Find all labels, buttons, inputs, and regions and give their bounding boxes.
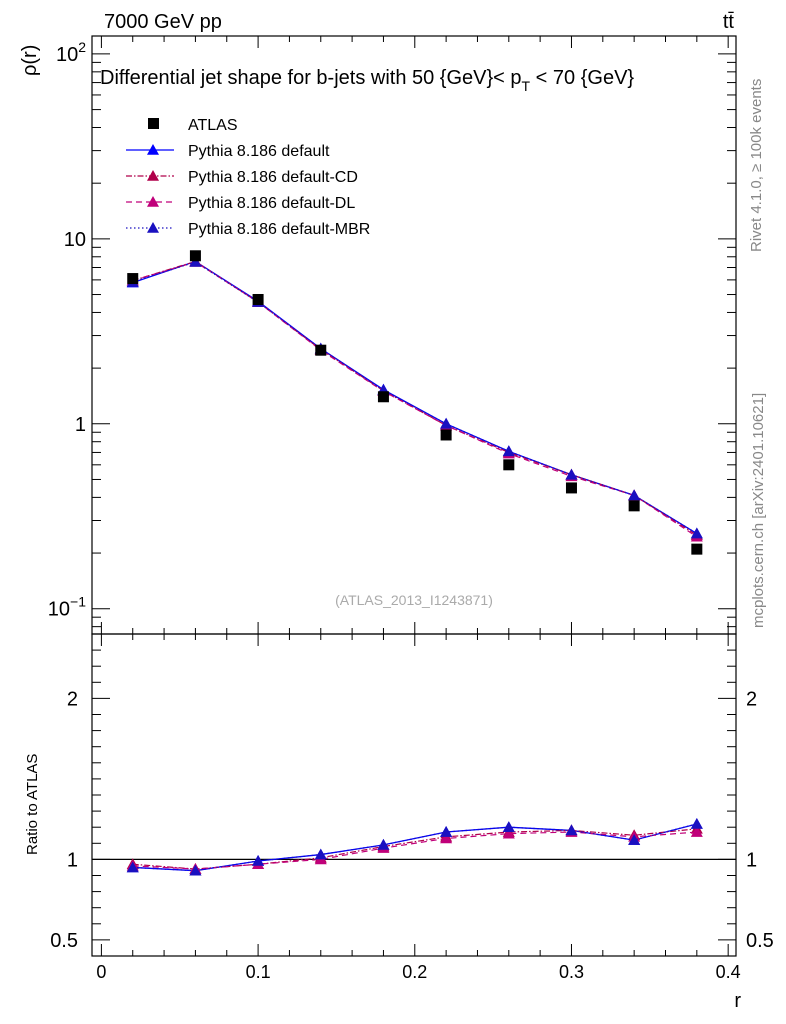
series-marker-3 — [628, 489, 641, 501]
legend: ATLAS Pythia 8.186 default Pythia 8.186 de… — [126, 117, 370, 238]
main-y-tick-label: 10 — [64, 229, 86, 251]
main-y-tick-label-base: 10 — [48, 599, 70, 621]
mcplots-label: mcplots.cern.ch [arXiv:2401.10621] — [750, 393, 767, 628]
series-line-1 — [132, 260, 698, 536]
ratio-y-tick-label-left: 2 — [67, 688, 78, 710]
legend-marker-0 — [147, 144, 159, 155]
x-tick-label: 0.3 — [559, 962, 584, 982]
main-y-tick-label: 102 — [56, 39, 86, 66]
series-marker-3 — [189, 255, 202, 267]
ratio-marker-3 — [314, 848, 327, 860]
legend-label-2: Pythia 8.186 default-DL — [188, 195, 355, 212]
x-axis-label: r — [734, 990, 741, 1012]
legend-atlas-label: ATLAS — [188, 117, 238, 134]
ratio-marker-2 — [502, 827, 515, 839]
series-line-3 — [132, 261, 698, 535]
ratio-marker-3 — [565, 824, 578, 836]
x-tick-label: 0 — [96, 962, 106, 982]
process-label: tt̄ — [723, 11, 735, 33]
legend-label-3: Pythia 8.186 default-MBR — [188, 221, 370, 238]
atlas-data-point — [127, 273, 139, 285]
main-series-lines — [126, 255, 703, 542]
ratio-y-tick-label-right: 2 — [746, 688, 757, 710]
atlas-data-point — [628, 500, 640, 512]
atlas-data-points — [127, 250, 703, 555]
ratio-marker-3 — [189, 864, 202, 876]
legend-label-1: Pythia 8.186 default-CD — [188, 169, 358, 186]
ratio-marker-3 — [502, 821, 515, 832]
ratio-line-2 — [132, 831, 697, 870]
main-y-tick-label-base: 10 — [56, 44, 78, 66]
atlas-data-point — [565, 482, 577, 494]
main-y-tick-label-base: 1 — [75, 414, 86, 436]
legend-marker-1 — [147, 170, 159, 181]
x-tick-label: 0.4 — [716, 962, 741, 982]
series-marker-3 — [565, 468, 578, 480]
axis-ticks — [92, 36, 736, 957]
legend-atlas-marker — [148, 118, 159, 129]
ratio-marker-3 — [690, 817, 703, 829]
series-marker-3 — [502, 445, 515, 457]
ratio-line-3 — [132, 823, 697, 872]
ratio-marker-2 — [690, 826, 703, 837]
ratio-line-0 — [132, 823, 697, 872]
atlas-data-point — [440, 429, 452, 441]
ratio-marker-3 — [440, 826, 453, 837]
ratio-marker-3 — [377, 838, 390, 850]
ratio-series-lines — [126, 817, 703, 876]
x-tick-label: 0.2 — [402, 962, 427, 982]
rivet-label: Rivet 4.1.0, ≥ 100k events — [748, 79, 765, 252]
ratio-y-tick-label-left: 1 — [67, 849, 78, 871]
ratio-y-tick-label-left: 0.5 — [50, 930, 78, 952]
series-marker-3 — [440, 417, 453, 429]
series-line-2 — [132, 261, 698, 538]
ratio-ylabel: Ratio to ATLAS — [24, 754, 41, 855]
atlas-data-point — [315, 344, 327, 356]
main-y-tick-label-base: 10 — [64, 229, 86, 251]
ratio-marker-2 — [440, 832, 453, 844]
atlas-data-point — [252, 293, 264, 305]
x-tick-label: 0.1 — [246, 962, 271, 982]
legend-marker-3 — [147, 222, 159, 233]
ratio-plot-frame — [91, 633, 737, 957]
analysis-watermark: (ATLAS_2013_I1243871) — [335, 592, 493, 608]
main-y-tick-label-exponent: −1 — [70, 594, 86, 610]
energy-label: 7000 GeV pp — [104, 11, 222, 33]
ratio-y-tick-label-right: 0.5 — [746, 930, 774, 952]
main-ylabel: ρ(r) — [19, 45, 41, 76]
ratio-y-tick-label-right: 1 — [746, 849, 757, 871]
legend-label-0: Pythia 8.186 default — [188, 143, 330, 160]
plot-title-prefix: Differential jet shape for b-jets with 5… — [100, 67, 522, 89]
atlas-data-point — [691, 543, 703, 555]
series-marker-3 — [690, 527, 703, 539]
series-line-0 — [132, 260, 698, 535]
plot-title-suffix: < 70 {GeV} — [530, 67, 634, 89]
ratio-marker-3 — [628, 834, 641, 845]
legend-marker-2 — [147, 196, 159, 207]
ratio-marker-3 — [252, 855, 265, 866]
ratio-marker-3 — [126, 861, 139, 873]
plot-title: Differential jet shape for b-jets with 5… — [100, 67, 634, 94]
main-y-tick-label: 10−1 — [48, 594, 86, 621]
atlas-data-point — [503, 459, 515, 471]
plot-title-subscript: T — [522, 78, 531, 94]
atlas-data-point — [189, 250, 201, 262]
atlas-data-point — [377, 391, 389, 403]
main-y-tick-label: 1 — [75, 414, 86, 436]
main-y-tick-label-exponent: 2 — [78, 39, 86, 55]
